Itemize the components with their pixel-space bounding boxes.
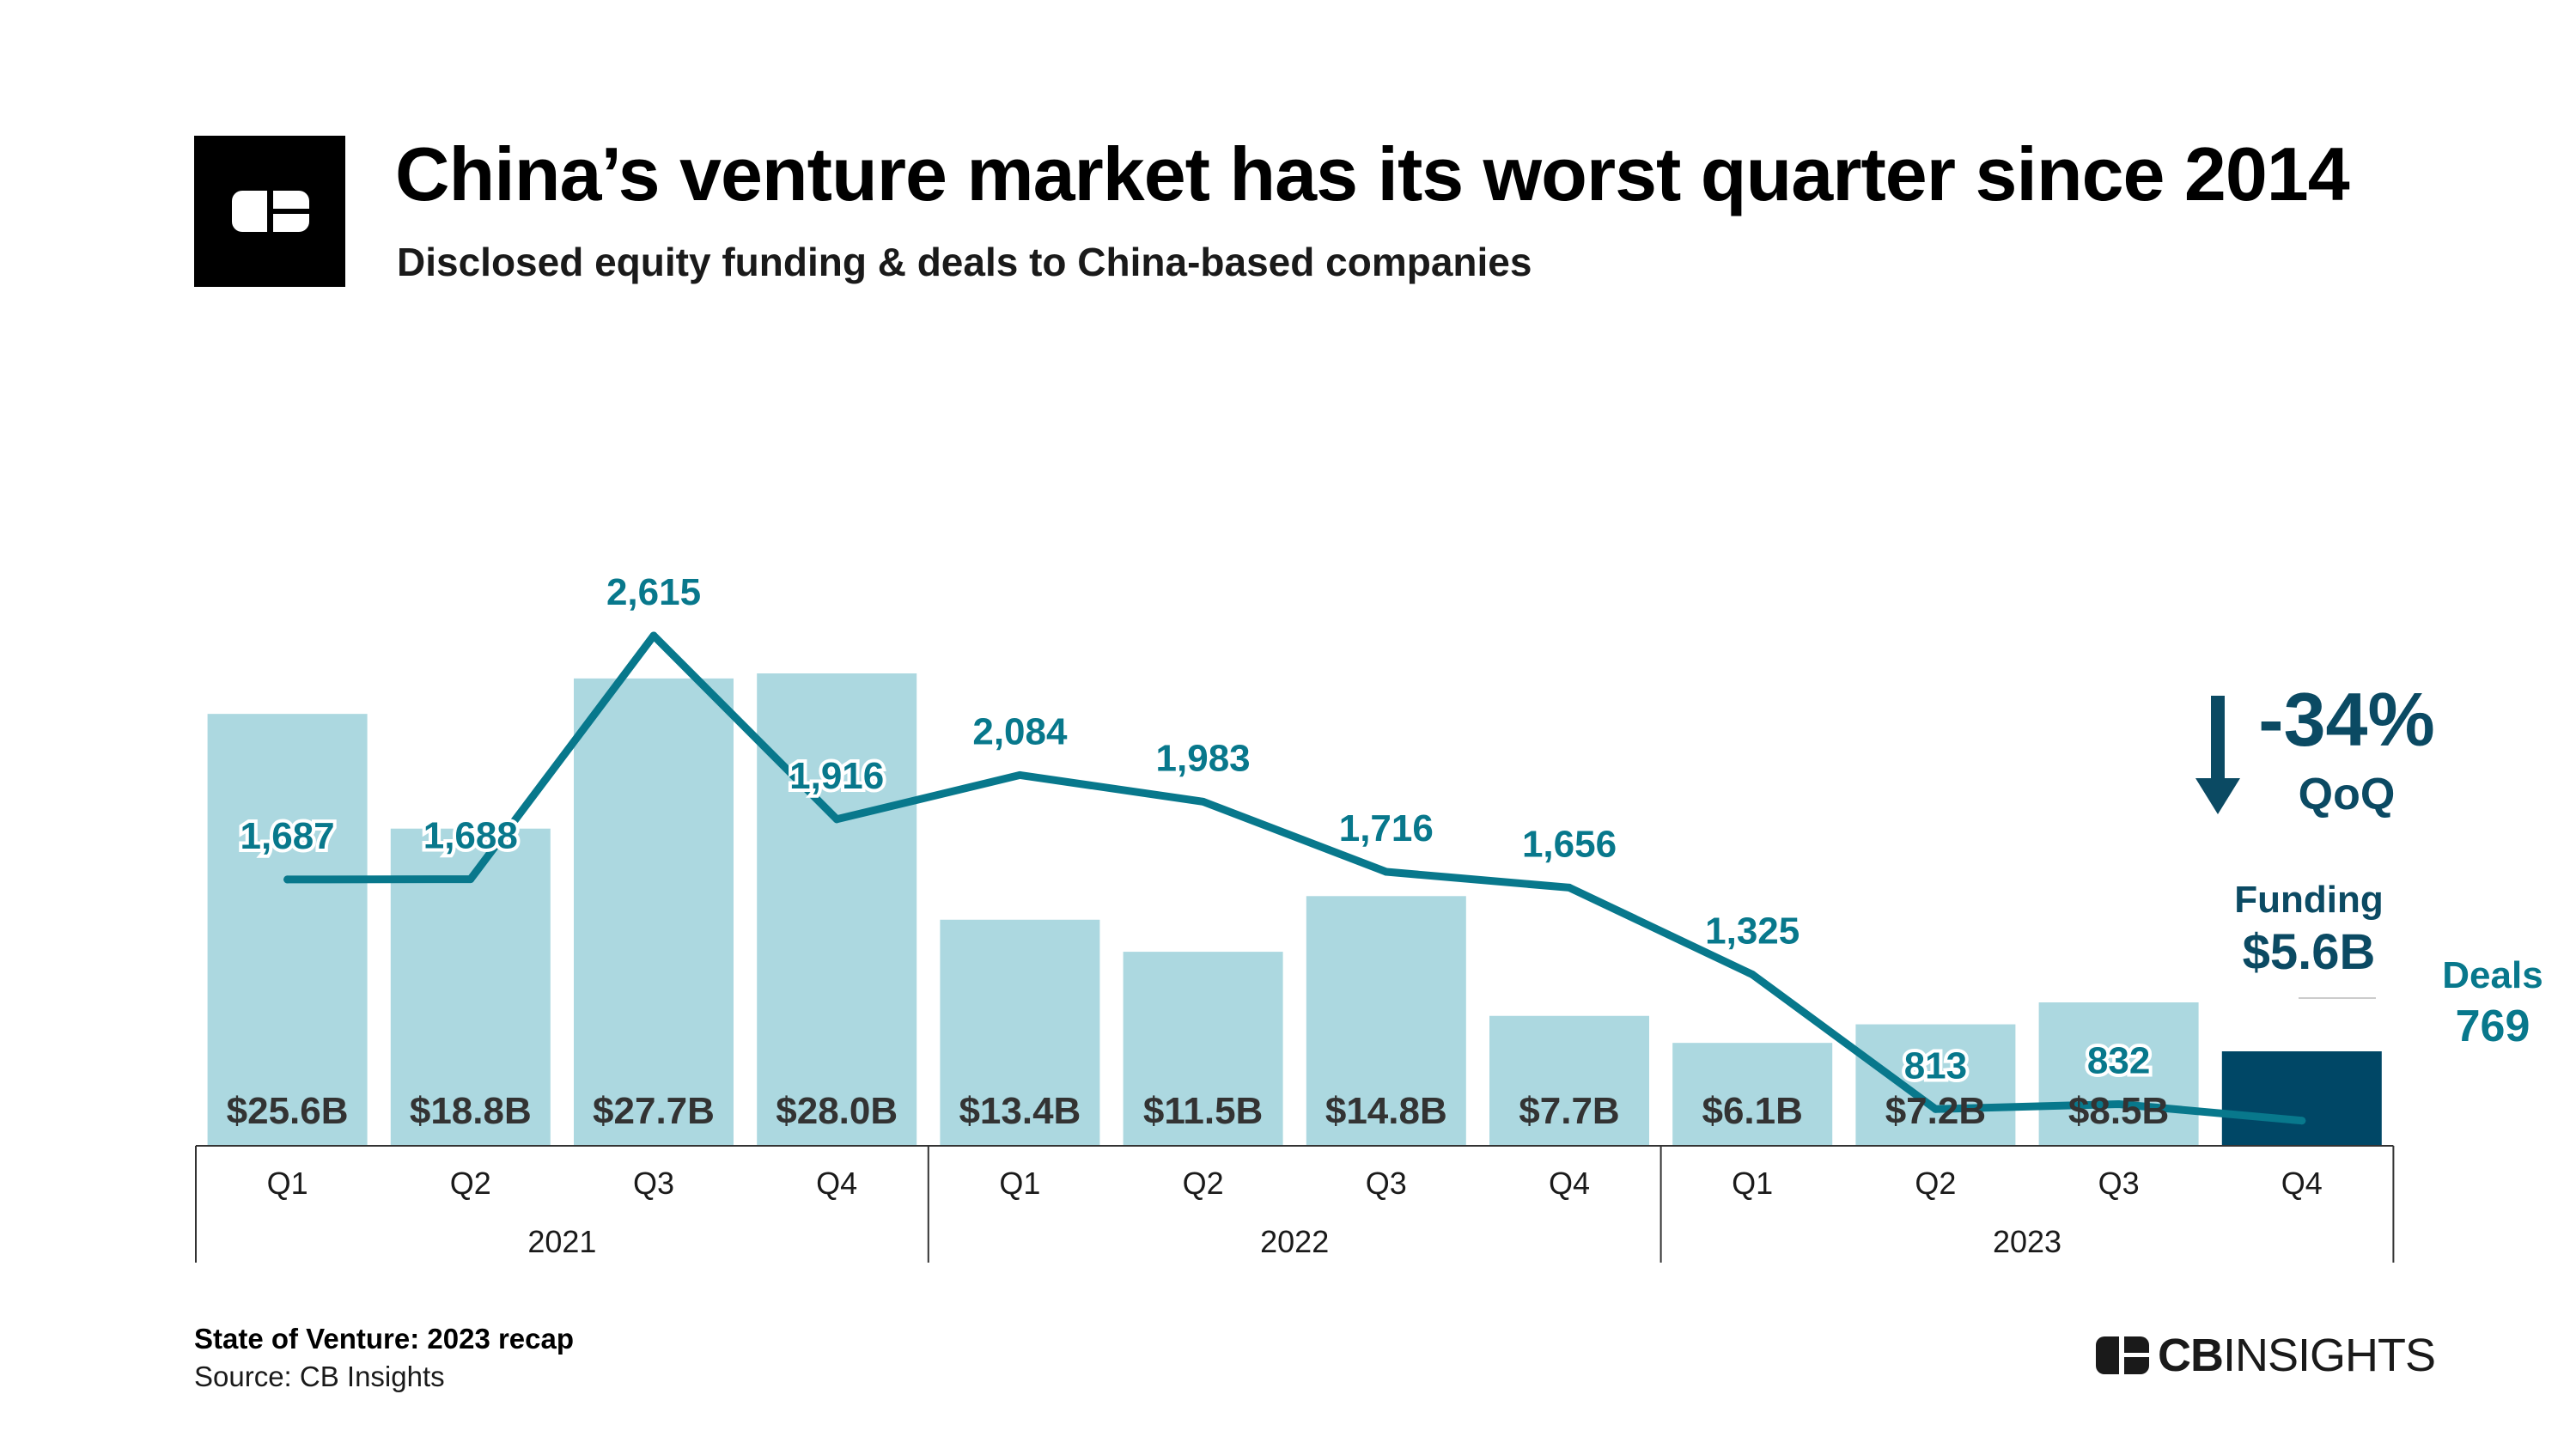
deals-point: [1015, 770, 1024, 779]
funding-value-label: $7.2B: [1885, 1090, 1986, 1132]
labels-layer: $25.6B $18.8B $27.7B $28.0B $13.4B $11.5B $14.…: [227, 568, 2170, 1132]
footer-title: State of Venture: 2023 recap: [194, 1323, 575, 1355]
funding-bar: [1855, 1024, 2016, 1146]
deals-point: [2298, 1117, 2306, 1125]
brand-wordmark: CBINSIGHTS: [2158, 1329, 2436, 1382]
deals-value-label: 1,983: [1156, 737, 1251, 779]
x-axis: Q1 Q2 Q3 Q4 Q1 Q2 Q3 Q4 Q1 Q2 Q3 Q4 2021 2022 2023: [195, 1145, 2395, 1263]
page-title: China’s venture market has its worst qua…: [395, 131, 2350, 216]
deals-value-label: 2,615: [606, 571, 701, 613]
deals-point: [649, 631, 658, 640]
funding-bar: [574, 678, 734, 1146]
cb-logo: [194, 136, 345, 287]
callout-layer: -34% QoQ Funding $5.6B Deals 769: [2195, 677, 2543, 1051]
deals-point: [1382, 868, 1391, 876]
funding-bar: [940, 919, 1100, 1146]
funding-bar-highlight: [2221, 1051, 2382, 1146]
deals-value-label: 1,325: [1705, 910, 1800, 953]
funding-value-label: $18.8B: [410, 1090, 532, 1132]
deals-point: [2115, 1099, 2123, 1108]
x-tick-label: Q2: [1183, 1166, 1224, 1201]
deals-value-label: 813: [1904, 1044, 1967, 1087]
change-percent: -34%: [2258, 677, 2434, 762]
bars-layer: [207, 673, 2382, 1146]
x-tick-label: Q1: [999, 1166, 1040, 1201]
funding-bar: [2038, 1002, 2199, 1146]
funding-value-label: $28.0B: [776, 1090, 898, 1132]
funding-value-label: $7.7B: [1519, 1090, 1619, 1132]
funding-bar: [1123, 952, 1283, 1146]
funding-callout-value: $5.6B: [2243, 924, 2376, 980]
deals-point: [1931, 1105, 1940, 1113]
deals-callout-value: 769: [2456, 1002, 2530, 1051]
funding-callout-label: Funding: [2234, 879, 2384, 921]
deals-value-label: 832: [2087, 1039, 2150, 1081]
deals-value-label: 1,688: [423, 815, 518, 857]
funding-value-label: $13.4B: [959, 1090, 1081, 1132]
x-tick-label: Q3: [2098, 1166, 2140, 1201]
deals-point: [832, 815, 841, 824]
funding-value-label: $27.7B: [593, 1090, 715, 1132]
deals-value-label: 1,916: [789, 755, 884, 797]
x-tick-label: Q1: [1732, 1166, 1773, 1201]
cb-logo-icon: [232, 191, 309, 232]
deals-callout-label: Deals: [2442, 954, 2543, 996]
funding-value-label: $25.6B: [227, 1090, 349, 1132]
deals-value-label: 2,084: [972, 710, 1068, 752]
x-tick-label: Q1: [267, 1166, 308, 1201]
funding-value-label: $14.8B: [1325, 1090, 1447, 1132]
deals-point: [1748, 971, 1757, 979]
deals-line-layer: [283, 631, 2306, 1125]
x-tick-label: Q3: [1366, 1166, 1407, 1201]
funding-value-label: $6.1B: [1702, 1090, 1802, 1132]
deals-point: [1565, 883, 1574, 892]
x-tick-label: Q4: [816, 1166, 857, 1201]
funding-bar: [207, 714, 368, 1146]
funding-bar: [1489, 1015, 1649, 1146]
x-tick-label: Q4: [1549, 1166, 1590, 1201]
deals-line: [283, 631, 2306, 1125]
funding-bar: [1672, 1043, 1833, 1146]
deals-value-label: 1,716: [1339, 807, 1434, 849]
x-tick-label: Q2: [450, 1166, 491, 1201]
x-group-label: 2022: [1260, 1224, 1329, 1259]
down-arrow-icon: [2195, 696, 2240, 814]
brand-wordmark-light: INSIGHTS: [2223, 1330, 2436, 1381]
deals-point: [466, 875, 475, 884]
deals-point: [1199, 797, 1208, 806]
funding-bar: [757, 673, 917, 1146]
deals-value-label: 1,687: [241, 815, 335, 857]
footer-source: Source: CB Insights: [194, 1361, 445, 1392]
x-tick-label: Q2: [1915, 1166, 1956, 1201]
deals-value-label: 1,656: [1522, 823, 1617, 865]
funding-value-label: $11.5B: [1143, 1090, 1263, 1132]
deals-point: [283, 875, 292, 884]
brand-wordmark-bold: CB: [2158, 1330, 2224, 1381]
funding-value-label: $8.5B: [2068, 1090, 2169, 1132]
x-group-label: 2021: [527, 1224, 596, 1259]
page-subtitle: Disclosed equity funding & deals to Chin…: [397, 240, 1532, 284]
x-tick-label: Q3: [633, 1166, 674, 1201]
change-period: QoQ: [2299, 770, 2396, 819]
cb-insights-logo-icon: [2096, 1336, 2149, 1374]
x-tick-label: Q4: [2281, 1166, 2323, 1201]
funding-bar: [1306, 896, 1466, 1146]
cb-insights-brand: CBINSIGHTS: [2096, 1329, 2436, 1382]
x-group-label: 2023: [1993, 1224, 2061, 1259]
